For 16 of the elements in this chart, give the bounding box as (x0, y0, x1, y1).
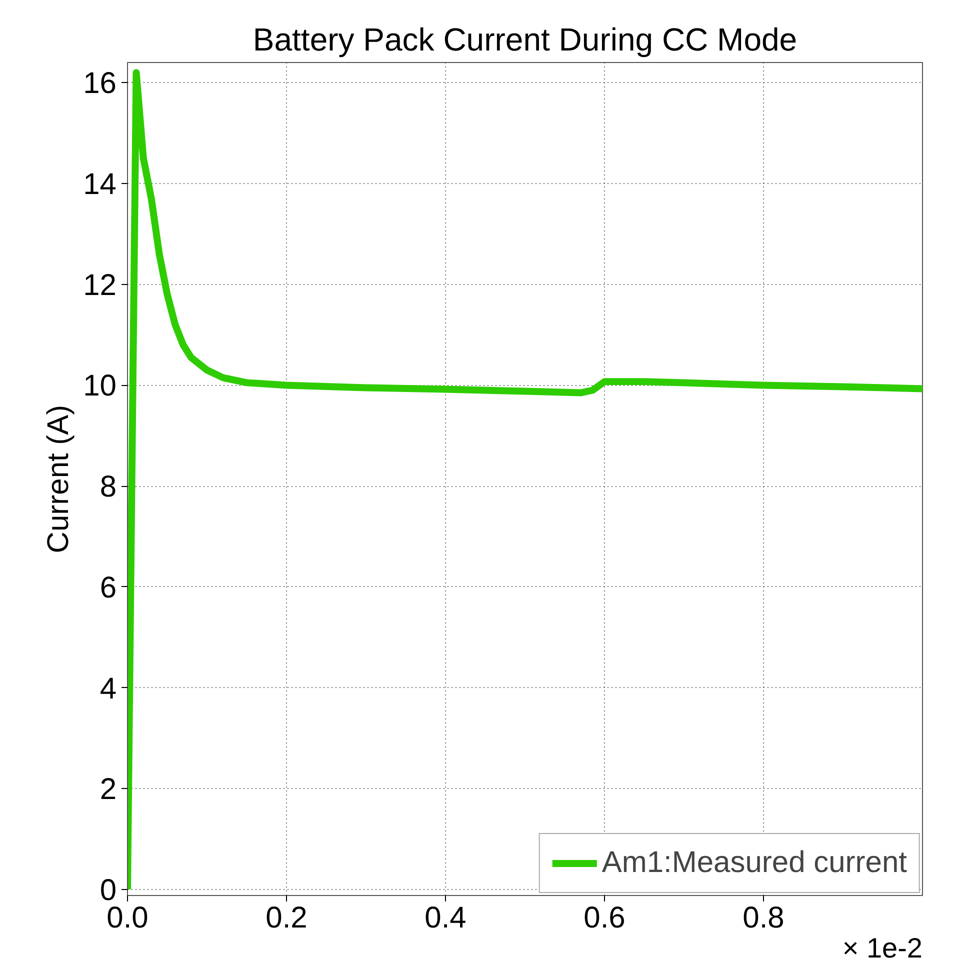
y-tick-label: 16 (83, 67, 117, 100)
y-tick-label: 14 (83, 168, 117, 202)
y-tick-label: 10 (83, 370, 117, 403)
y-tick-label: 6 (100, 571, 117, 604)
x-tick-label: 0.2 (266, 902, 308, 934)
x-axis-title: × 1e-2 (842, 932, 922, 963)
y-tick-label: 2 (100, 773, 117, 806)
x-tick-label: 0.4 (424, 902, 466, 934)
y-tick-label: 12 (83, 268, 117, 302)
x-tick-label: 0.6 (584, 902, 626, 934)
y-axis-title: Current (A) (42, 404, 76, 554)
chart-title: Battery Pack Current During CC Mode (252, 22, 798, 58)
x-tick-label: 0.8 (742, 902, 784, 934)
legend-label: Am1:Measured current (602, 846, 907, 880)
y-tick-label: 8 (100, 470, 117, 504)
y-tick-label: 4 (100, 672, 117, 706)
